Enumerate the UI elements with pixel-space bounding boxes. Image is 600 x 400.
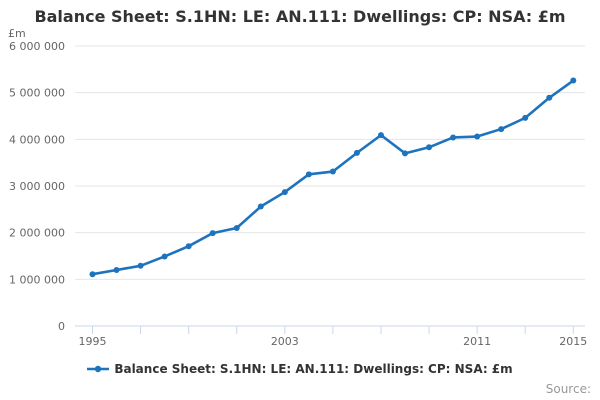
data-point[interactable] <box>474 133 481 140</box>
data-point[interactable] <box>233 225 240 231</box>
y-axis-tick-label: 0 <box>58 320 65 333</box>
legend-item[interactable]: Balance Sheet: S.1HN: LE: AN.111: Dwelli… <box>87 362 513 376</box>
data-point[interactable] <box>426 144 433 151</box>
y-axis-tick-label: 5 000 000 <box>9 87 65 100</box>
y-axis-tick-label: 4 000 000 <box>9 133 65 146</box>
data-point[interactable] <box>377 132 384 139</box>
data-point[interactable] <box>450 134 457 141</box>
source-label: Source: <box>545 382 591 396</box>
data-point[interactable] <box>257 203 264 210</box>
data-point[interactable] <box>353 149 360 156</box>
y-axis-unit-label: £m <box>8 27 26 40</box>
data-point[interactable] <box>546 94 553 101</box>
x-axis-tick-label: 2003 <box>271 335 299 348</box>
y-axis-labels: 0 1 000 000 2 000 000 3 000 000 4 000 000 5 0… <box>9 40 65 333</box>
data-point[interactable] <box>137 262 144 269</box>
x-axis-labels: 1995 2003 2011 2015 <box>79 335 588 348</box>
x-axis-tick-label: 1995 <box>79 335 107 348</box>
data-point[interactable] <box>402 150 409 157</box>
data-point[interactable] <box>113 267 120 273</box>
data-point[interactable] <box>570 77 577 84</box>
data-point[interactable] <box>498 126 505 133</box>
data-point[interactable] <box>89 271 96 278</box>
y-axis-tick-label: 3 000 000 <box>9 180 65 193</box>
data-point[interactable] <box>329 168 336 175</box>
x-axis <box>75 325 585 334</box>
legend-label: Balance Sheet: S.1HN: LE: AN.111: Dwelli… <box>114 362 513 376</box>
y-axis-tick-label: 1 000 000 <box>9 273 65 286</box>
plot-area: 0 1 000 000 2 000 000 3 000 000 4 000 000 5 0… <box>9 40 588 348</box>
legend-line-marker-icon <box>87 365 110 373</box>
data-point[interactable] <box>281 189 288 196</box>
y-axis-tick-label: 6 000 000 <box>9 40 65 53</box>
data-point[interactable] <box>209 230 216 237</box>
legend: Balance Sheet: S.1HN: LE: AN.111: Dwelli… <box>0 362 600 376</box>
data-point[interactable] <box>305 171 312 178</box>
series-line <box>92 79 575 276</box>
y-axis-tick-label: 2 000 000 <box>9 227 65 240</box>
data-point[interactable] <box>185 243 192 250</box>
gridlines <box>75 45 585 280</box>
x-axis-tick-label: 2011 <box>463 335 491 348</box>
data-point[interactable] <box>522 114 529 121</box>
data-point[interactable] <box>161 253 168 260</box>
series <box>89 77 577 278</box>
x-axis-tick-label: 2015 <box>559 335 587 348</box>
chart-title: Balance Sheet: S.1HN: LE: AN.111: Dwelli… <box>34 7 566 26</box>
